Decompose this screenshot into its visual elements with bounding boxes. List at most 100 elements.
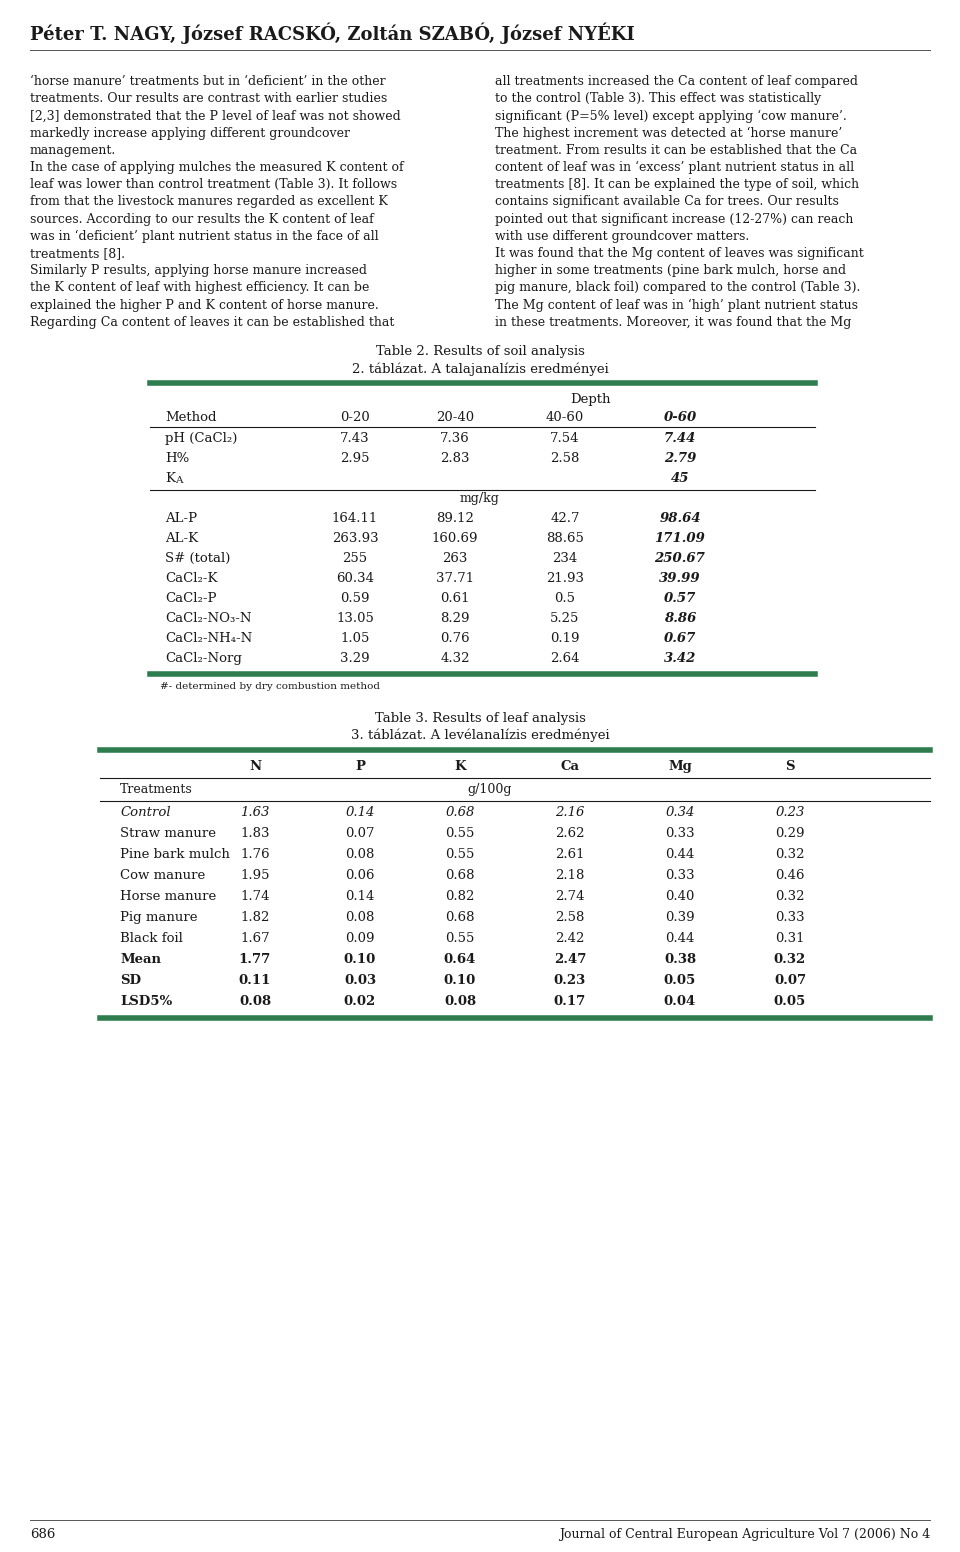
Text: 7.43: 7.43 — [340, 431, 370, 445]
Text: treatments. Our results are contrast with earlier studies: treatments. Our results are contrast wit… — [30, 92, 387, 106]
Text: contains significant available Ca for trees. Our results: contains significant available Ca for tr… — [495, 196, 839, 208]
Text: Péter T. NAGY, József RACSKÓ, Zoltán SZABÓ, József NYÉKI: Péter T. NAGY, József RACSKÓ, Zoltán SZA… — [30, 22, 635, 43]
Text: CaCl₂-P: CaCl₂-P — [165, 591, 217, 605]
Text: Cow manure: Cow manure — [120, 869, 205, 882]
Text: all treatments increased the Ca content of leaf compared: all treatments increased the Ca content … — [495, 74, 858, 88]
Text: pH (CaCl₂): pH (CaCl₂) — [165, 431, 237, 445]
Text: 0.39: 0.39 — [665, 911, 695, 923]
Text: CaCl₂-K: CaCl₂-K — [165, 573, 218, 585]
Text: 13.05: 13.05 — [336, 611, 374, 625]
Text: 2.42: 2.42 — [555, 933, 585, 945]
Text: management.: management. — [30, 144, 116, 157]
Text: Ca: Ca — [561, 760, 580, 773]
Text: 40-60: 40-60 — [546, 411, 584, 424]
Text: to the control (Table 3). This effect was statistically: to the control (Table 3). This effect wa… — [495, 92, 821, 106]
Text: In the case of applying mulches the measured K content of: In the case of applying mulches the meas… — [30, 161, 403, 174]
Text: 2.58: 2.58 — [555, 911, 585, 923]
Text: Horse manure: Horse manure — [120, 889, 216, 903]
Text: 0.23: 0.23 — [776, 805, 804, 819]
Text: Regarding Ca content of leaves it can be established that: Regarding Ca content of leaves it can be… — [30, 315, 395, 329]
Text: 2.64: 2.64 — [550, 652, 580, 664]
Text: 3.42: 3.42 — [663, 652, 696, 664]
Text: 2.58: 2.58 — [550, 452, 580, 466]
Text: Mean: Mean — [120, 953, 161, 965]
Text: 0-60: 0-60 — [663, 411, 697, 424]
Text: 0.33: 0.33 — [775, 911, 804, 923]
Text: 0.14: 0.14 — [346, 889, 374, 903]
Text: 0.02: 0.02 — [344, 995, 376, 1007]
Text: Pig manure: Pig manure — [120, 911, 198, 923]
Text: content of leaf was in ‘excess’ plant nutrient status in all: content of leaf was in ‘excess’ plant nu… — [495, 161, 854, 174]
Text: 263.93: 263.93 — [332, 532, 378, 545]
Text: 0.44: 0.44 — [665, 847, 695, 861]
Text: The highest increment was detected at ‘horse manure’: The highest increment was detected at ‘h… — [495, 127, 842, 140]
Text: 1.05: 1.05 — [340, 632, 370, 646]
Text: AL-P: AL-P — [165, 512, 197, 525]
Text: 0.46: 0.46 — [776, 869, 804, 882]
Text: 0.33: 0.33 — [665, 827, 695, 840]
Text: Table 3. Results of leaf analysis: Table 3. Results of leaf analysis — [374, 712, 586, 725]
Text: 0.64: 0.64 — [444, 953, 476, 965]
Text: 2.47: 2.47 — [554, 953, 587, 965]
Text: 39.99: 39.99 — [660, 573, 701, 585]
Text: Mg: Mg — [668, 760, 692, 773]
Text: Table 2. Results of soil analysis: Table 2. Results of soil analysis — [375, 345, 585, 359]
Text: 4.32: 4.32 — [441, 652, 469, 664]
Text: 171.09: 171.09 — [655, 532, 706, 545]
Text: 2.83: 2.83 — [441, 452, 469, 466]
Text: 3.29: 3.29 — [340, 652, 370, 664]
Text: 0.40: 0.40 — [665, 889, 695, 903]
Text: from that the livestock manures regarded as excellent K: from that the livestock manures regarded… — [30, 196, 388, 208]
Text: AL-K: AL-K — [165, 532, 198, 545]
Text: 250.67: 250.67 — [655, 553, 706, 565]
Text: 2.95: 2.95 — [340, 452, 370, 466]
Text: 0.08: 0.08 — [346, 911, 374, 923]
Text: P: P — [355, 760, 365, 773]
Text: 0.07: 0.07 — [346, 827, 374, 840]
Text: pointed out that significant increase (12-27%) can reach: pointed out that significant increase (1… — [495, 213, 853, 225]
Text: 234: 234 — [552, 553, 578, 565]
Text: H%: H% — [165, 452, 189, 466]
Text: 98.64: 98.64 — [660, 512, 701, 525]
Text: in these treatments. Moreover, it was found that the Mg: in these treatments. Moreover, it was fo… — [495, 315, 852, 329]
Text: was in ‘deficient’ plant nutrient status in the face of all: was in ‘deficient’ plant nutrient status… — [30, 230, 378, 244]
Text: N: N — [249, 760, 261, 773]
Text: CaCl₂-NO₃-N: CaCl₂-NO₃-N — [165, 611, 252, 625]
Text: 1.76: 1.76 — [240, 847, 270, 861]
Text: 0.32: 0.32 — [776, 847, 804, 861]
Text: The Mg content of leaf was in ‘high’ plant nutrient status: The Mg content of leaf was in ‘high’ pla… — [495, 298, 858, 312]
Text: Journal of Central European Agriculture Vol 7 (2006) No 4: Journal of Central European Agriculture … — [559, 1529, 930, 1541]
Text: 0.55: 0.55 — [445, 847, 474, 861]
Text: 2.16: 2.16 — [555, 805, 585, 819]
Text: 20-40: 20-40 — [436, 411, 474, 424]
Text: 3. táblázat. A levélanalízis eredményei: 3. táblázat. A levélanalízis eredményei — [350, 729, 610, 742]
Text: 686: 686 — [30, 1529, 56, 1541]
Text: 7.36: 7.36 — [440, 431, 469, 445]
Text: mg/kg: mg/kg — [460, 492, 500, 504]
Text: pig manure, black foil) compared to the control (Table 3).: pig manure, black foil) compared to the … — [495, 281, 860, 295]
Text: 0.68: 0.68 — [445, 911, 475, 923]
Text: 0.76: 0.76 — [441, 632, 469, 646]
Text: 0.82: 0.82 — [445, 889, 474, 903]
Text: LSD5%: LSD5% — [120, 995, 172, 1007]
Text: 0.68: 0.68 — [445, 805, 474, 819]
Text: Straw manure: Straw manure — [120, 827, 216, 840]
Text: 0.08: 0.08 — [346, 847, 374, 861]
Text: 0.10: 0.10 — [344, 953, 376, 965]
Text: 0.08: 0.08 — [444, 995, 476, 1007]
Text: 0.29: 0.29 — [776, 827, 804, 840]
Text: Treatments: Treatments — [120, 784, 193, 796]
Text: 0.38: 0.38 — [664, 953, 696, 965]
Text: g/100g: g/100g — [468, 784, 513, 796]
Text: 0.34: 0.34 — [665, 805, 695, 819]
Text: 7.54: 7.54 — [550, 431, 580, 445]
Text: higher in some treatments (pine bark mulch, horse and: higher in some treatments (pine bark mul… — [495, 264, 846, 278]
Text: Pine bark mulch: Pine bark mulch — [120, 847, 229, 861]
Text: SD: SD — [120, 975, 141, 987]
Text: 0.44: 0.44 — [665, 933, 695, 945]
Text: 2. táblázat. A talajanalízis eredményei: 2. táblázat. A talajanalízis eredményei — [351, 362, 609, 376]
Text: 0.04: 0.04 — [664, 995, 696, 1007]
Text: markedly increase applying different groundcover: markedly increase applying different gro… — [30, 127, 350, 140]
Text: 1.63: 1.63 — [240, 805, 270, 819]
Text: 1.83: 1.83 — [240, 827, 270, 840]
